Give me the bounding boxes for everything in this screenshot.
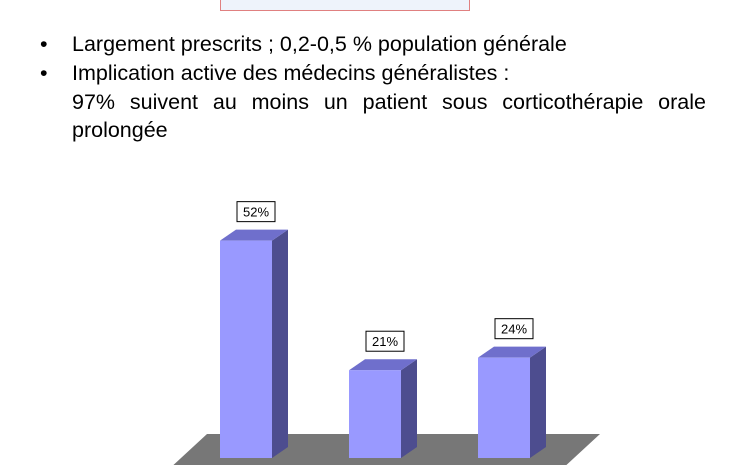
bullet-text: Implication active des médecins générali…: [72, 61, 510, 85]
bar-side: [401, 359, 417, 458]
bar: [478, 357, 530, 458]
data-label-box: [236, 201, 276, 223]
bullet-dot: •: [40, 61, 48, 85]
data-label: 24%: [501, 322, 527, 337]
bar-top: [220, 229, 288, 241]
bar: [220, 240, 272, 458]
bar-side: [272, 229, 288, 458]
bar-top: [478, 346, 546, 358]
bullet-item-generalists: • Implication active des médecins généra…: [40, 59, 706, 88]
data-label: 52%: [243, 205, 269, 220]
bullet-item-prescription: • Largement prescrits ; 0,2-0,5 % popula…: [40, 30, 706, 59]
data-label-box: [365, 330, 405, 352]
bullet-detail: 97% suivent au moins un patient sous cor…: [72, 90, 706, 142]
bullet-text: Largement prescrits ; 0,2-0,5 % populati…: [72, 32, 567, 56]
bullet-list: • Largement prescrits ; 0,2-0,5 % popula…: [40, 30, 706, 144]
title-box: [220, 0, 470, 11]
bar: [349, 370, 401, 458]
bar-side: [530, 346, 546, 458]
bar-top: [349, 359, 417, 371]
data-label: 21%: [372, 334, 398, 349]
data-label-box: [494, 318, 534, 340]
bullet-dot: •: [40, 32, 48, 56]
